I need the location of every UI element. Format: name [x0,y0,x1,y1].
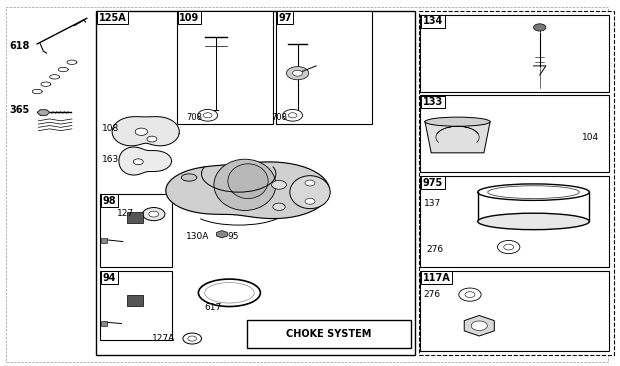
Circle shape [272,180,286,189]
Text: 708: 708 [271,113,287,122]
Text: 117A: 117A [423,273,451,283]
Circle shape [471,321,487,330]
Bar [420,176,609,267]
Circle shape [147,136,157,142]
Bar [101,238,107,243]
Circle shape [143,208,165,221]
Text: 975: 975 [423,178,443,187]
Circle shape [135,128,148,135]
Text: 127: 127 [117,209,134,217]
Text: 617: 617 [205,303,222,312]
Ellipse shape [228,164,268,198]
Bar [247,320,411,348]
Ellipse shape [214,159,276,210]
Text: 618: 618 [9,41,30,51]
Text: CHOKE SYSTEM: CHOKE SYSTEM [286,329,371,339]
Circle shape [305,198,315,204]
Text: 97: 97 [278,13,292,23]
Circle shape [497,240,520,254]
Ellipse shape [477,213,589,230]
Circle shape [198,109,218,121]
Text: 108: 108 [102,124,120,132]
Bar [100,271,172,340]
Text: 94: 94 [103,273,117,283]
Text: 134: 134 [423,16,443,26]
Text: 127A: 127A [152,334,175,343]
Circle shape [283,109,303,121]
Text: 365: 365 [9,105,30,115]
Text: 276: 276 [423,290,441,299]
Polygon shape [37,110,50,115]
Polygon shape [112,117,179,146]
Text: 133: 133 [423,97,443,107]
Text: 163: 163 [102,155,120,164]
Bar [127,295,143,306]
Text: 109: 109 [179,13,200,23]
Polygon shape [166,162,329,219]
Circle shape [305,180,315,186]
Bar [420,95,609,172]
Circle shape [286,67,309,80]
Ellipse shape [290,176,330,209]
Circle shape [459,288,481,301]
Ellipse shape [477,184,589,201]
Text: 276: 276 [427,245,444,254]
Ellipse shape [198,279,260,307]
Circle shape [465,292,475,298]
Bar [276,11,372,124]
Text: 708: 708 [186,113,202,122]
Text: 104: 104 [582,133,599,142]
Circle shape [203,113,212,118]
Text: eReplacementParts.com: eReplacementParts.com [185,189,311,199]
Ellipse shape [181,174,197,181]
Bar [420,15,609,92]
Circle shape [293,70,303,76]
Bar [177,11,273,124]
Bar [127,212,143,223]
Circle shape [188,336,197,341]
Text: 125A: 125A [99,13,126,23]
Circle shape [149,211,159,217]
Ellipse shape [488,186,579,198]
Text: 95: 95 [227,232,239,240]
Circle shape [273,203,285,210]
Circle shape [288,113,297,118]
Text: 130A: 130A [186,232,210,240]
Circle shape [183,333,202,344]
Circle shape [533,24,546,31]
Bar [96,11,415,355]
Bar [420,271,609,351]
Ellipse shape [425,117,490,126]
Ellipse shape [205,283,254,303]
Circle shape [503,244,513,250]
Bar [418,11,614,355]
Bar [101,321,107,326]
Text: 137: 137 [423,199,441,208]
Circle shape [133,159,143,165]
Bar [100,194,172,267]
Polygon shape [119,147,172,175]
Text: 98: 98 [103,196,117,206]
Polygon shape [425,122,490,153]
